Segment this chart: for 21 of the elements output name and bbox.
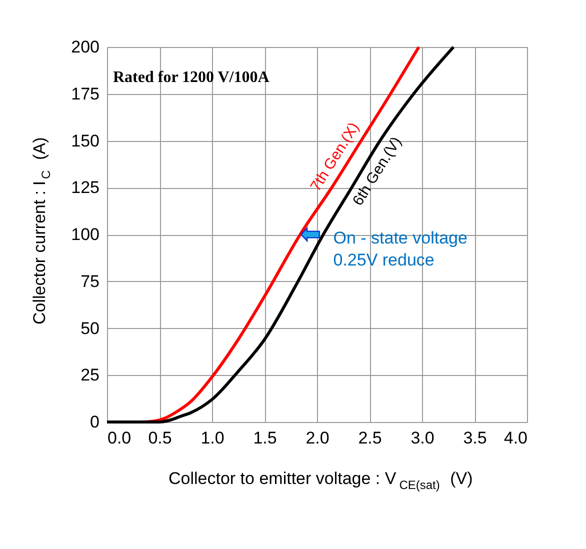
x-tick-label: 3.5 xyxy=(463,428,487,448)
y-tick-label: 25 xyxy=(80,366,100,385)
x-tick-label: 1.5 xyxy=(253,428,277,448)
y-tick-label: 200 xyxy=(71,38,100,56)
y-axis-title: Collector current : IC (A) xyxy=(30,137,53,325)
y-tick-label: 175 xyxy=(71,84,100,104)
x-tick-label: 0.5 xyxy=(148,428,172,448)
x-tick-label: 0.0 xyxy=(108,428,132,448)
x-tick-label: 1.0 xyxy=(200,428,224,448)
y-tick-label: 75 xyxy=(80,272,100,291)
y-tick-label: 125 xyxy=(71,178,100,198)
y-tick-label: 100 xyxy=(71,225,100,244)
x-tick-label: 2.5 xyxy=(358,428,382,448)
x-tick-label: 2.0 xyxy=(306,428,330,448)
annotation: On - state voltage 0.25V reduce xyxy=(333,228,468,270)
x-tick-label: 3.0 xyxy=(410,428,434,448)
annotation: Rated for 1200 V/100A xyxy=(113,69,270,86)
y-tick-label: 150 xyxy=(71,131,100,150)
y-tick-label: 50 xyxy=(80,318,100,338)
x-tick-label: 4.0 xyxy=(504,428,528,448)
y-tick-label: 0 xyxy=(90,412,100,432)
